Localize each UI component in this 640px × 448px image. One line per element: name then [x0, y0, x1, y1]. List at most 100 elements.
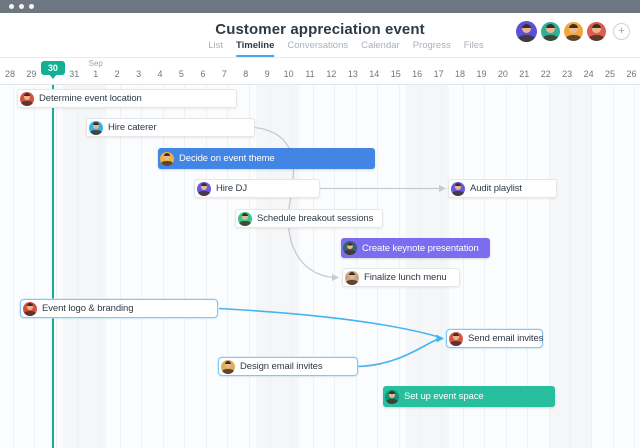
task-bar-audit-playlist[interactable]: Audit playlist [448, 179, 557, 198]
assignee-avatar [197, 181, 211, 196]
member-avatar-member-1[interactable] [516, 21, 537, 42]
date-label: 20 [497, 69, 508, 79]
gridline [269, 84, 271, 448]
connector-arrowhead [332, 274, 339, 281]
date-label: 4 [157, 69, 163, 79]
window-control-dot[interactable] [19, 4, 24, 9]
connector-event-logo-branding-to-send-email-invites [218, 307, 438, 338]
month-label: Sep [88, 59, 103, 68]
gridline [162, 84, 164, 448]
gridline [184, 84, 186, 448]
date-label: 5 [178, 69, 184, 79]
view-tabs: List Timeline Conversations Calendar Progres… [208, 40, 484, 57]
assignee-avatar [89, 120, 103, 135]
date-label: 31 [69, 69, 80, 79]
gridline [141, 84, 143, 448]
assignee-avatar [221, 359, 235, 374]
assignee-avatar [20, 91, 34, 106]
date-label: 29 [26, 69, 37, 79]
task-bar-hire-dj[interactable]: Hire DJ [194, 179, 320, 198]
add-member-button[interactable]: + [613, 23, 630, 40]
task-label: Decide on event theme [179, 153, 275, 164]
tab-progress[interactable]: Progress [412, 40, 451, 51]
gridline [77, 84, 79, 448]
date-label: 26 [626, 69, 637, 79]
date-label: 28 [4, 69, 16, 79]
gridline [398, 84, 400, 448]
task-bar-create-keynote-presentation[interactable]: Create keynote presentation [341, 238, 490, 258]
gridline [569, 84, 571, 448]
task-bar-finalize-lunch-menu[interactable]: Finalize lunch menu [342, 268, 460, 287]
gridline [505, 84, 507, 448]
member-avatar-member-2[interactable] [541, 22, 560, 41]
gridline [291, 84, 293, 448]
date-label: 11 [305, 69, 315, 79]
task-label: Finalize lunch menu [364, 272, 447, 283]
task-bar-schedule-breakout-sessions[interactable]: Schedule breakout sessions [235, 209, 383, 228]
gridline [634, 84, 636, 448]
date-label: 6 [200, 69, 206, 79]
gridline [612, 84, 614, 448]
task-bar-design-email-invites[interactable]: Design email invites [218, 357, 358, 376]
gridline [591, 84, 593, 448]
date-label: 18 [455, 69, 466, 79]
task-label: Hire DJ [216, 183, 247, 194]
assignee-avatar [238, 211, 252, 226]
task-label: Hire caterer [108, 122, 157, 133]
window-control-dot[interactable] [29, 4, 34, 9]
assignee-avatar [23, 301, 37, 316]
tab-calendar[interactable]: Calendar [361, 40, 400, 51]
member-avatar-member-4[interactable] [587, 22, 606, 41]
date-label: 12 [326, 69, 337, 79]
date-label: 1 [93, 69, 99, 79]
tab-conversations[interactable]: Conversations [287, 40, 349, 51]
assignee-avatar [160, 151, 174, 166]
weekend-band [63, 84, 106, 448]
task-bar-decide-on-event-theme[interactable]: Decide on event theme [158, 148, 375, 169]
window-control-dot[interactable] [9, 4, 14, 9]
date-label: 19 [476, 69, 487, 79]
tab-files[interactable]: Files [463, 40, 484, 51]
task-label: Determine event location [39, 93, 142, 104]
gridline [227, 84, 229, 448]
task-label: Design email invites [240, 361, 323, 372]
app-header: Customer appreciation event + List Timeli… [0, 13, 640, 58]
today-marker: 30 [40, 61, 65, 75]
assignee-avatar [449, 331, 463, 346]
task-label: Send email invites [468, 333, 544, 344]
gridline [548, 84, 550, 448]
member-avatar-member-3[interactable] [564, 22, 583, 41]
gridline [527, 84, 529, 448]
task-bar-send-email-invites[interactable]: Send email invites [446, 329, 543, 348]
gridline [205, 84, 207, 448]
tab-timeline[interactable]: Timeline [236, 40, 275, 57]
date-label: 9 [264, 69, 270, 79]
gridline [377, 84, 379, 448]
date-label: 3 [136, 69, 142, 79]
task-bar-set-up-event-space[interactable]: Set up event space [383, 386, 555, 407]
date-label: 16 [412, 69, 423, 79]
gridline [55, 84, 57, 448]
gridline [12, 84, 14, 448]
gridline [119, 84, 121, 448]
window-title-bar [0, 0, 640, 13]
gridline [419, 84, 421, 448]
task-bar-determine-event-location[interactable]: Determine event location [17, 89, 237, 108]
task-label: Event logo & branding [42, 303, 134, 314]
assignee-avatar [451, 181, 465, 196]
gridline [34, 84, 36, 448]
gridline [462, 84, 464, 448]
date-label: 25 [605, 69, 616, 79]
project-title[interactable]: Customer appreciation event [215, 21, 425, 38]
date-label: 10 [283, 69, 294, 79]
date-label: 17 [433, 69, 444, 79]
date-label: 15 [390, 69, 401, 79]
task-bar-hire-caterer[interactable]: Hire caterer [86, 118, 255, 137]
date-label: 7 [221, 69, 227, 79]
tab-list[interactable]: List [208, 40, 224, 51]
gridline [441, 84, 443, 448]
timeline-chart: Determine event location Hire caterer Deci… [0, 84, 640, 448]
assignee-avatar [345, 270, 359, 285]
task-bar-event-logo-branding[interactable]: Event logo & branding [20, 299, 218, 318]
date-label: 13 [347, 69, 358, 79]
